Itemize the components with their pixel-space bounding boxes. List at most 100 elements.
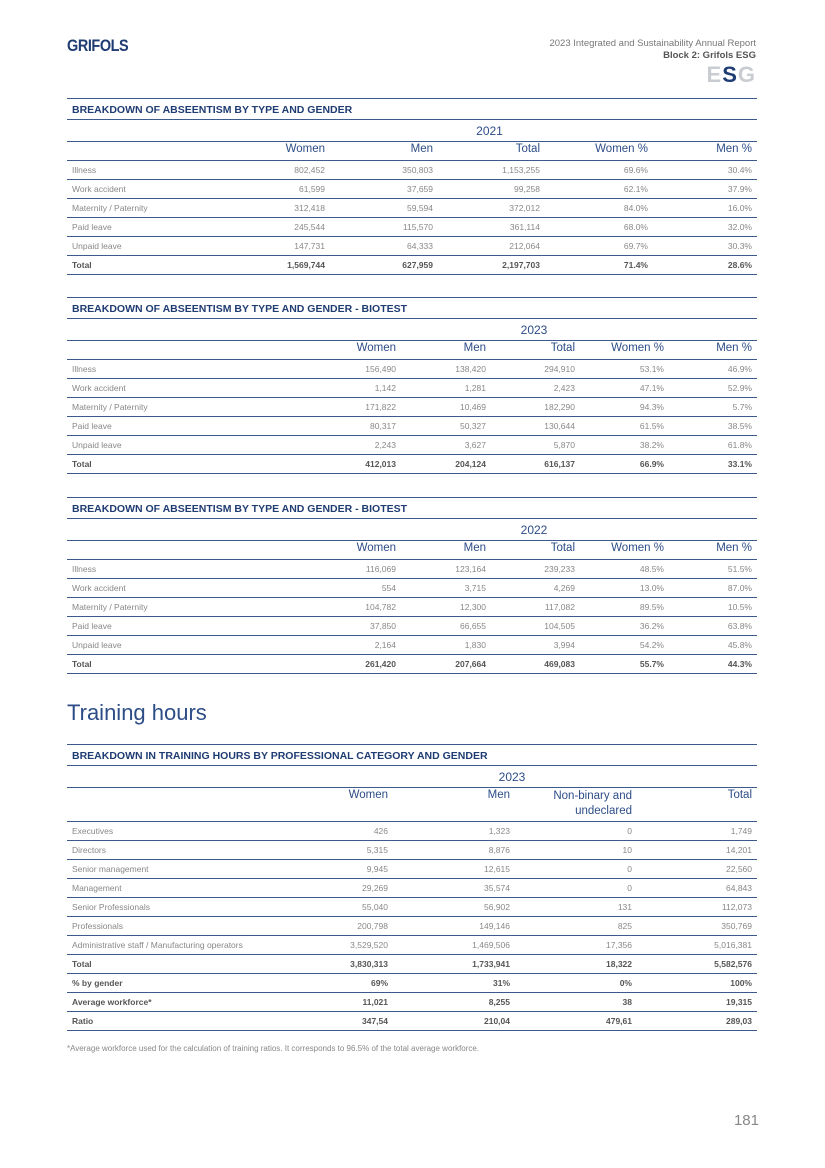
row-label: Paid leave [67,416,311,436]
table-title-row: BREAKDOWN OF ABSEENTISM BY TYPE AND GEND… [67,497,757,519]
cell-value: 63.8% [669,616,757,636]
cell-value: 55.7% [580,654,669,674]
column-header: Men [401,340,491,360]
table-row: Illness 802,452 350,803 1,153,255 69.6% 30.4% [67,160,757,180]
row-label: % by gender [67,973,267,993]
row-label: Maternity / Paternity [67,597,311,617]
row-label: Senior Professionals [67,897,267,917]
cell-value: 5,315 [267,840,393,860]
cell-value: 44.3% [669,654,757,674]
cell-value: 46.9% [669,359,757,379]
cell-value: 350,769 [637,916,757,936]
cell-value: 87.0% [669,578,757,598]
cell-value: 37,850 [311,616,401,636]
table-row: Illness 116,069 123,164 239,233 48.5% 51.5% [67,559,757,579]
cell-value: 18,322 [515,954,637,974]
cell-value: 469,083 [491,654,580,674]
cell-value: 54.2% [580,635,669,655]
row-label: Professionals [67,916,267,936]
cell-value: 94.3% [580,397,669,417]
table-row: % by gender 69% 31% 0% 100% [67,973,757,993]
cell-value: 5,582,576 [637,954,757,974]
cell-value: 361,114 [438,217,545,237]
table-title-row: BREAKDOWN IN TRAINING HOURS BY PROFESSIO… [67,744,757,766]
column-header: Men [401,540,491,560]
table-row: Senior management 9,945 12,615 0 22,560 [67,859,757,879]
cell-value: 0% [515,973,637,993]
column-header-text: Non-binary and undeclared [553,790,632,817]
table-row: Total 261,420 207,664 469,083 55.7% 44.3% [67,654,757,674]
cell-value: 554 [311,578,401,598]
table-row: Professionals 200,798 149,146 825 350,769 [67,916,757,936]
cell-value: 115,570 [330,217,438,237]
cell-value: 0 [515,859,637,879]
table-title-row: BREAKDOWN OF ABSEENTISM BY TYPE AND GEND… [67,297,757,319]
table-row: Unpaid leave 2,243 3,627 5,870 38.2% 61.8% [67,435,757,455]
cell-value: 32.0% [653,217,757,237]
table-row: Directors 5,315 8,876 10 14,201 [67,840,757,860]
cell-value: 71.4% [545,255,653,275]
cell-value: 53.1% [580,359,669,379]
cell-value: 130,644 [491,416,580,436]
cell-value: 210,04 [393,1011,515,1031]
row-label: Total [67,654,311,674]
cell-value: 8,876 [393,840,515,860]
cell-value: 117,082 [491,597,580,617]
cell-value: 47.1% [580,378,669,398]
table-row: Senior Professionals 55,040 56,902 131 112,0… [67,897,757,917]
cell-value: 212,064 [438,236,545,256]
year-spacer [67,765,267,788]
cell-value: 69.7% [545,236,653,256]
cell-value: 104,505 [491,616,580,636]
column-header-blank [67,540,311,560]
cell-value: 13.0% [580,578,669,598]
report-title: 2023 Integrated and Sustainability Annua… [549,38,756,49]
cell-value: 69.6% [545,160,653,180]
cell-value: 204,124 [401,454,491,474]
section-title: Training hours [67,700,207,725]
cell-value: 0 [515,878,637,898]
table-title: BREAKDOWN OF ABSEENTISM BY TYPE AND GEND… [67,497,757,519]
cell-value: 48.5% [580,559,669,579]
report-header: 2023 Integrated and Sustainability Annua… [549,38,756,62]
column-header: Men % [669,540,757,560]
column-header: Women % [580,340,669,360]
cell-value: 3,715 [401,578,491,598]
column-header: Women % [580,540,669,560]
row-label: Management [67,878,267,898]
footnote: *Average workforce used for the calculat… [67,1044,480,1053]
block-title: Block 2: Grifols ESG [663,50,756,61]
cell-value: 36.2% [580,616,669,636]
cell-value: 84.0% [545,198,653,218]
cell-value: 156,490 [311,359,401,379]
cell-value: 14,201 [637,840,757,860]
cell-value: 138,420 [401,359,491,379]
cell-value: 239,233 [491,559,580,579]
year-header: 2022 [311,518,757,541]
row-label: Administrative staff / Manufacturing ope… [67,935,267,955]
cell-value: 802,452 [222,160,330,180]
cell-value: 289,03 [637,1011,757,1031]
row-label: Work accident [67,378,311,398]
cell-value: 37.9% [653,179,757,199]
row-label: Ratio [67,1011,267,1031]
esg-badge: ESG [706,62,756,87]
table-row: Maternity / Paternity 171,822 10,469 182,29… [67,397,757,417]
cell-value: 147,731 [222,236,330,256]
cell-value: 5.7% [669,397,757,417]
cell-value: 12,615 [393,859,515,879]
cell-value: 9,945 [267,859,393,879]
column-header: Total [637,787,757,822]
cell-value: 350,803 [330,160,438,180]
cell-value: 627,959 [330,255,438,275]
cell-value: 45.8% [669,635,757,655]
cell-value: 89.5% [580,597,669,617]
cell-value: 1,569,744 [222,255,330,275]
row-label: Total [67,454,311,474]
year-row: 2022 [67,518,757,541]
year-header: 2021 [222,119,757,142]
row-label: Maternity / Paternity [67,397,311,417]
row-label: Unpaid leave [67,435,311,455]
cell-value: 30.3% [653,236,757,256]
row-label: Illness [67,359,311,379]
